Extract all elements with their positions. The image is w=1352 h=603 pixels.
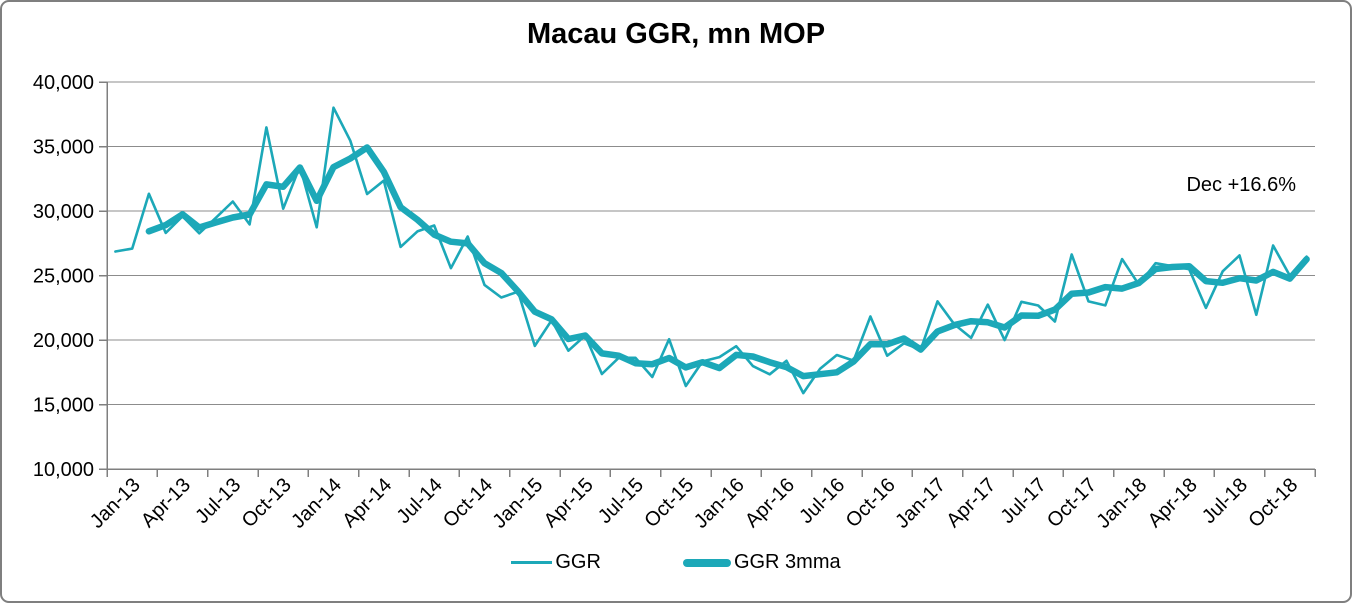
x-axis-label: Apr-15 [540,474,598,532]
x-axis-label: Apr-13 [137,474,195,532]
annotation-dec-change: Dec +16.6% [1186,174,1296,196]
x-axis-label: Apr-16 [741,474,799,532]
x-axis-label: Jan-13 [86,474,145,533]
x-axis-label: Oct-17 [1043,474,1101,532]
series-line-ggr [114,106,1308,395]
chart-title: Macau GGR, mn MOP [526,18,826,50]
legend-item-ggr-3mma: GGR 3mma [682,551,841,574]
legend-line-sample-ggr-3mma [682,558,731,567]
x-axis-label: Jan-14 [287,474,346,533]
x-axis-label: Apr-14 [338,474,396,532]
x-axis-label: Jul-16 [795,474,849,528]
x-axis-label: Jan-17 [891,474,950,533]
x-axis-label: Jan-15 [489,474,548,533]
x-axis-label: Oct-13 [238,474,296,532]
y-axis-label: 30,000 [33,201,94,223]
x-axis-label: Apr-17 [942,474,1000,532]
x-axis-label: Apr-18 [1144,474,1202,532]
legend: GGR GGR 3mma [2,551,1350,574]
legend-item-ggr: GGR [511,551,601,574]
x-axis-label: Jan-18 [1093,474,1152,533]
x-axis-label: Jul-13 [191,474,245,528]
x-axis-label: Jul-18 [1198,474,1252,528]
y-axis-label: 35,000 [33,137,94,159]
y-axis-label: 25,000 [33,266,94,288]
x-axis-label: Jul-15 [594,474,648,528]
y-axis-label: 40,000 [33,72,94,94]
x-axis-label: Jul-14 [393,474,447,528]
x-axis-label: Oct-18 [1244,474,1302,532]
x-axis-label: Oct-16 [842,474,900,532]
legend-label-ggr-3mma: GGR 3mma [733,551,841,573]
y-axis-label: 15,000 [33,395,94,417]
legend-line-sample-ggr [511,561,553,564]
y-axis-label: 10,000 [33,459,94,481]
legend-label-ggr: GGR [555,551,601,573]
x-axis-label: Oct-15 [640,474,698,532]
x-axis-label: Jan-16 [690,474,749,533]
series-line-ggr-3mma [145,144,1310,380]
x-axis-label: Oct-14 [439,474,497,532]
y-axis-label: 20,000 [33,330,94,352]
x-axis-label: Jul-17 [997,474,1051,528]
